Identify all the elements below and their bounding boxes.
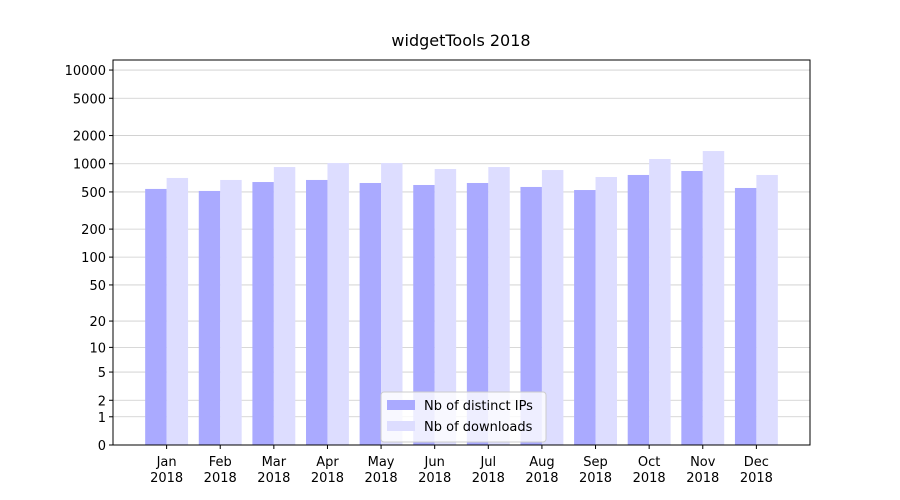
y-tick-label: 5000: [73, 92, 106, 107]
bar: [649, 158, 671, 446]
legend-label: Nb of downloads: [424, 420, 533, 435]
bar: [220, 179, 242, 446]
y-tick-label: 200: [81, 223, 106, 238]
bar: [434, 168, 457, 446]
y-tick-label: 500: [81, 186, 106, 201]
bar: [541, 170, 564, 445]
bar: [595, 176, 617, 445]
bar: [198, 190, 221, 445]
bar: [574, 190, 596, 445]
x-tick-label: Nov 2018: [686, 455, 719, 486]
plot-frame: [112, 59, 811, 446]
bar: [166, 177, 189, 445]
x-tick-label: Mar 2018: [257, 455, 290, 486]
bar: [273, 167, 296, 446]
y-tick-label: 2000: [73, 130, 106, 145]
x-tick-label: Oct 2018: [633, 455, 666, 486]
x-tick-label: Apr 2018: [311, 455, 344, 486]
y-tick-label: 1: [98, 411, 106, 426]
y-tick-label: 1000: [73, 158, 106, 173]
chart-title: widgetTools 2018: [391, 31, 530, 50]
legend-swatch: [387, 421, 415, 431]
bar: [734, 187, 757, 445]
x-tick-label: Jul 2018: [472, 455, 505, 486]
bar: [327, 163, 349, 445]
bar: [756, 174, 778, 446]
x-tick-label: Jun 2018: [418, 455, 451, 486]
bar: [252, 182, 274, 446]
x-tick-label: May 2018: [365, 455, 398, 486]
legend-swatch: [387, 400, 415, 410]
bar: [488, 167, 510, 446]
x-tick-label: Jan 2018: [150, 455, 183, 486]
bar: [145, 188, 167, 446]
bar: [627, 174, 650, 446]
legend-label: Nb of distinct IPs: [424, 399, 533, 414]
legend-frame: [380, 391, 547, 443]
x-tick-label: Dec 2018: [740, 455, 773, 486]
y-tick-label: 20: [89, 315, 106, 330]
y-tick-label: 10: [89, 341, 106, 356]
y-tick-label: 0: [98, 439, 106, 454]
x-tick-label: Feb 2018: [204, 455, 237, 486]
bar: [306, 179, 328, 446]
y-tick-label: 2: [98, 394, 106, 409]
x-tick-label: Sep 2018: [579, 455, 612, 486]
bar: [681, 170, 703, 446]
x-tick-label: Aug 2018: [525, 455, 558, 486]
bar: [413, 184, 435, 445]
legend: Nb of distinct IPs Nb of downloads: [380, 391, 547, 443]
bar: [702, 151, 725, 445]
bar: [359, 182, 382, 445]
y-tick-label: 100: [81, 251, 106, 266]
bar: [381, 163, 403, 445]
y-tick-label: 50: [89, 279, 106, 294]
bar: [466, 182, 489, 445]
y-tick-label: 5: [98, 366, 106, 381]
bar: [520, 186, 542, 446]
y-tick-label: 10000: [65, 64, 106, 79]
